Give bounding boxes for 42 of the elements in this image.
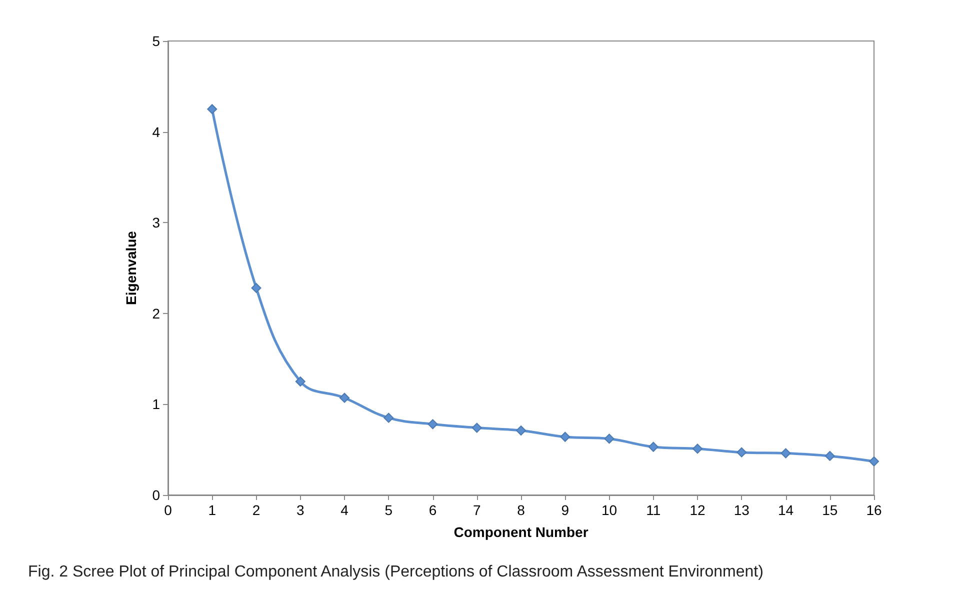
- x-tick-label: 3: [296, 502, 304, 518]
- x-tick-label: 14: [778, 502, 794, 518]
- y-tick-label: 3: [152, 214, 160, 231]
- x-tick-label: 5: [384, 502, 393, 518]
- point: [295, 376, 306, 386]
- point: [428, 419, 438, 430]
- x-tick-label: 8: [517, 502, 526, 518]
- x-tick-label: 0: [164, 502, 172, 518]
- point: [648, 442, 658, 452]
- x-tick-label: 2: [252, 502, 260, 518]
- x-tick-label: 6: [428, 502, 437, 518]
- point: [604, 434, 614, 444]
- point: [384, 412, 394, 423]
- x-tick-label: 9: [561, 502, 570, 518]
- y-tick-label: 4: [152, 124, 160, 140]
- x-tick-label: 7: [472, 502, 481, 518]
- point: [824, 450, 835, 461]
- point: [340, 392, 350, 403]
- point: [560, 432, 570, 442]
- x-axis-title: Component Number: [454, 524, 589, 540]
- x-tick-label: 13: [734, 502, 750, 518]
- caption: Fig. 2 Scree Plot of Principal Component Analysis (Perceptions of Classroom Assessment Environment): [28, 564, 764, 580]
- point: [516, 426, 526, 436]
- point: [869, 456, 879, 466]
- x-tick-label: 12: [690, 502, 706, 518]
- x-tick-label: 11: [646, 502, 661, 518]
- point: [692, 444, 702, 454]
- y-tick-label: 5: [152, 33, 160, 49]
- x-tick-label: 10: [601, 502, 618, 518]
- x-tick-label: 15: [822, 502, 838, 518]
- point: [472, 422, 482, 433]
- y-tick-label: 0: [152, 487, 160, 503]
- point: [780, 448, 791, 458]
- x-tick-label: 1: [208, 502, 216, 518]
- y-tick-label: 2: [152, 305, 160, 322]
- point: [251, 282, 262, 293]
- point: [736, 447, 747, 458]
- y-tick-label: 1: [152, 396, 160, 412]
- point: [207, 104, 218, 114]
- y-axis-title: Eigenvalue: [123, 230, 139, 305]
- x-tick-label: 4: [340, 502, 349, 518]
- x-tick-label: 16: [866, 502, 882, 518]
